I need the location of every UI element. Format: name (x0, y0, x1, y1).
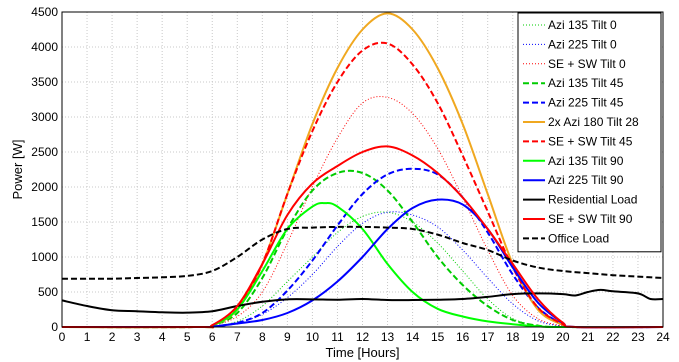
y-tick-label: 3000 (31, 110, 58, 124)
series-line-2 (61, 211, 664, 328)
series-line-9 (61, 198, 664, 329)
legend: Azi 135 Tilt 0 Azi 225 Tilt 0 SE + SW Tilt… (517, 12, 662, 253)
x-tick-label: 6 (209, 330, 216, 344)
x-tick-label: 2 (109, 330, 116, 344)
legend-label: SE + SW Tilt 90 (548, 212, 633, 226)
x-tick-label: 18 (506, 330, 520, 344)
x-tick-label: 21 (581, 330, 595, 344)
x-tick-label: 7 (234, 330, 241, 344)
x-tick-label: 5 (184, 330, 191, 344)
x-tick-label: 9 (284, 330, 291, 344)
legend-label: Residential Load (548, 193, 637, 207)
legend-label: Azi 225 Tilt 45 (548, 96, 624, 110)
legend-label: SE + SW Tilt 0 (548, 57, 626, 71)
legend-label: Azi 225 Tilt 0 (548, 37, 617, 51)
x-tick-label: 3 (134, 330, 141, 344)
x-tick-label: 22 (606, 330, 620, 344)
legend-label: 2x Azi 180 Tilt 28 (548, 115, 639, 129)
legend-box (517, 12, 662, 253)
x-tick-label: 17 (481, 330, 495, 344)
series-line-12 (61, 225, 664, 280)
plot-frame (61, 11, 664, 328)
y-tick-label: 2500 (31, 145, 58, 159)
y-tick-label: 1000 (31, 250, 58, 264)
x-tick-label: 4 (159, 330, 166, 344)
y-tick-label: 0 (51, 320, 58, 334)
legend-label: Azi 225 Tilt 90 (548, 173, 624, 187)
y-axis-label: Power [W] (10, 140, 25, 200)
x-tick-label: 8 (259, 330, 266, 344)
legend-label: Azi 135 Tilt 90 (548, 154, 624, 168)
legend-label: Azi 135 Tilt 45 (548, 76, 624, 90)
series-line-10 (61, 288, 664, 314)
legend-label: SE + SW Tilt 45 (548, 134, 633, 148)
ticks: 0 1 2 3 4 5 6 7 8 9 10 11 12 13 14 15 16 17 18 19 20 21 22 23 24… (31, 5, 670, 344)
y-tick-label: 4500 (31, 5, 58, 19)
x-tick-label: 11 (331, 330, 344, 344)
x-tick-label: 16 (456, 330, 470, 344)
legend-label: Azi 135 Tilt 0 (548, 18, 617, 32)
x-tick-label: 19 (531, 330, 545, 344)
series-line-7 (61, 41, 664, 329)
x-tick-label: 13 (381, 330, 395, 344)
x-axis-label: Time [Hours] (326, 345, 400, 360)
x-tick-label: 10 (306, 330, 320, 344)
x-tick-label: 15 (431, 330, 445, 344)
x-tick-label: 23 (631, 330, 645, 344)
x-tick-label: 0 (59, 330, 66, 344)
legend-label: Office Load (548, 231, 609, 245)
y-tick-label: 1500 (31, 215, 58, 229)
series-line-3 (61, 96, 664, 328)
series-layer (61, 12, 664, 329)
x-tick-label: 20 (556, 330, 570, 344)
x-tick-label: 14 (406, 330, 420, 344)
x-tick-label: 12 (356, 330, 370, 344)
x-tick-label: 1 (84, 330, 91, 344)
y-tick-label: 2000 (31, 180, 58, 194)
series-line-4 (61, 169, 664, 329)
y-tick-label: 3500 (31, 75, 58, 89)
y-tick-label: 4000 (31, 40, 58, 54)
y-tick-label: 500 (38, 285, 58, 299)
series-line-8 (61, 202, 664, 329)
series-line-11 (61, 145, 664, 329)
x-tick-label: 24 (656, 330, 670, 344)
